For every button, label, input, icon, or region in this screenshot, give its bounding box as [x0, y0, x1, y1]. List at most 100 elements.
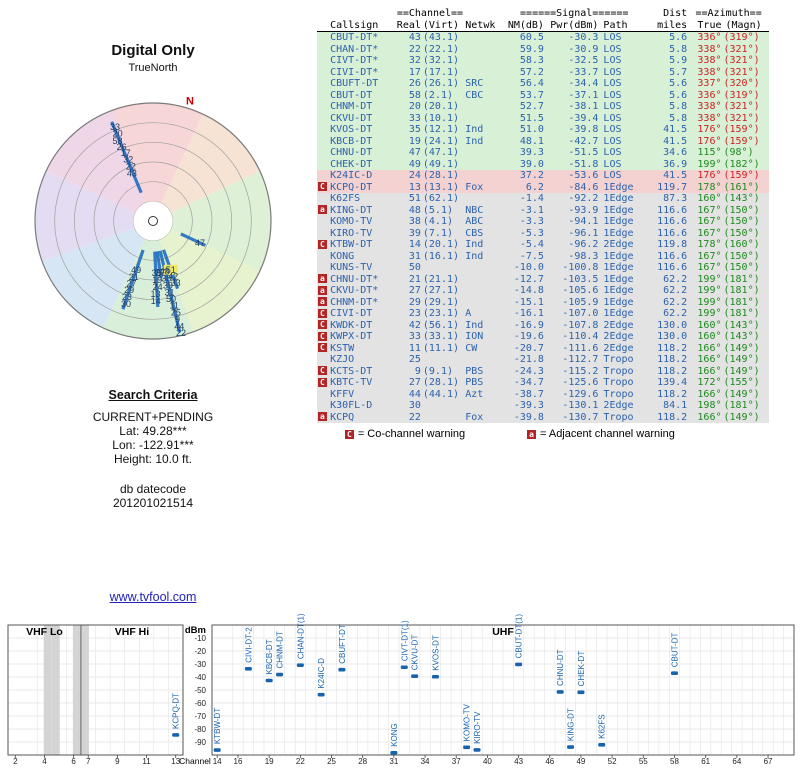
- azimuth-magn-cell: (182°): [723, 158, 760, 170]
- power-dbm-cell: -84.6: [568, 181, 599, 193]
- callsign-link[interactable]: KSTW: [330, 342, 355, 354]
- nm-db-cell: -24.3: [513, 365, 544, 377]
- azimuth-true-cell: 336°: [697, 32, 722, 43]
- table-row: CBUT-DT 58 (2.1) CBC 53.7 -37.1 LOS 5.6 336° (319…: [317, 89, 769, 101]
- signal-station-label: CHAN-DT(1): [296, 614, 305, 659]
- network-cell: Fox: [465, 181, 484, 193]
- callsign-link[interactable]: CBUT-DT*: [330, 32, 379, 43]
- warning-marker-cell: C: [317, 308, 329, 320]
- azimuth-magn-cell: (149°): [723, 388, 760, 400]
- path-cell: 1Edge: [603, 204, 634, 216]
- real-channel-cell: 50: [408, 262, 421, 273]
- callsign-link[interactable]: CIVI-DT*: [330, 66, 379, 78]
- co-channel-warning-badge: C: [318, 239, 327, 249]
- co-channel-warning-badge: C: [318, 320, 327, 329]
- channel-tick-label: 4: [42, 757, 47, 766]
- radar-ring: [93, 161, 213, 281]
- station-table: ==Channel== ======Signal====== Dist ==Az…: [317, 8, 769, 423]
- real-channel-cell: 33: [408, 112, 421, 124]
- distance-miles-cell: 116.6: [657, 216, 688, 227]
- signal-station-label: KCPQ-DT: [172, 693, 181, 729]
- distance-miles-cell: 5.6: [669, 78, 688, 89]
- tvfool-link[interactable]: www.tvfool.com: [109, 590, 197, 604]
- path-cell: LOS: [603, 158, 622, 170]
- magnetic-north-label: N: [186, 95, 194, 107]
- callsign-link[interactable]: KOMO-TV: [330, 216, 373, 227]
- network-cell: PBS: [465, 377, 484, 388]
- callsign-link[interactable]: K24IC-D: [330, 170, 373, 181]
- virtual-channel-cell: (7.1): [422, 227, 453, 239]
- nm-db-cell: -16.1: [513, 308, 544, 319]
- callsign-link[interactable]: CKVU-DT*: [330, 285, 379, 296]
- table-row: C KWPX-DT 33 (33.1) ION -19.6 -110.4 2Edge 130.0…: [317, 331, 769, 343]
- callsign-link[interactable]: CIVT-DT*: [330, 55, 379, 66]
- azimuth-magn-cell: (155°): [723, 377, 760, 388]
- callsign-link[interactable]: CHNU-DT: [330, 147, 373, 158]
- path-cell: 2Edge: [603, 400, 634, 411]
- station-table-body: CBUT-DT* 43 (43.1) 60.5 -30.3 LOS 5.6 336° (319°…: [317, 31, 769, 423]
- warning-marker-cell: C: [317, 377, 329, 389]
- network-cell: [464, 113, 502, 125]
- callsign-link[interactable]: KVOS-DT: [330, 124, 373, 135]
- real-channel-cell: 48: [408, 204, 421, 216]
- callsign-link[interactable]: KONG: [330, 250, 355, 262]
- real-channel-cell: 49: [408, 158, 421, 170]
- callsign-link[interactable]: CKVU-DT: [330, 112, 373, 124]
- callsign-link[interactable]: KBTC-TV: [330, 377, 373, 388]
- nm-db-cell: -7.5: [519, 250, 544, 262]
- callsign-link[interactable]: KCPQ: [330, 411, 355, 423]
- azimuth-magn-cell: (150°): [723, 227, 760, 239]
- search-criteria: Search Criteria CURRENT+PENDING Lat: 49.…: [50, 388, 256, 510]
- callsign-link[interactable]: CHNM-DT: [330, 101, 373, 112]
- co-channel-text: = Co-channel warning: [357, 428, 466, 440]
- virtual-channel-cell: (49.1): [422, 158, 460, 170]
- network-cell: Fox: [465, 411, 484, 423]
- callsign-link[interactable]: KBCB-DT: [330, 135, 373, 147]
- callsign-link[interactable]: KUNS-TV: [330, 262, 373, 273]
- real-channel-cell: 51: [408, 193, 421, 204]
- callsign-link[interactable]: CBUFT-DT: [330, 78, 379, 89]
- callsign-link[interactable]: KCPQ-DT: [330, 181, 373, 193]
- callsign-link[interactable]: KING-DT: [330, 204, 373, 216]
- callsign-link[interactable]: CHAN-DT*: [330, 43, 379, 55]
- callsign-link[interactable]: KCTS-DT: [330, 365, 373, 377]
- callsign-link[interactable]: K30FL-D: [330, 400, 373, 411]
- distance-miles-cell: 118.2: [657, 411, 688, 423]
- callsign-link[interactable]: CBUT-DT: [330, 89, 373, 101]
- callsign-link[interactable]: KIRO-TV: [330, 227, 373, 239]
- distance-miles-cell: 116.6: [657, 250, 688, 262]
- radar-channel-label: 27: [126, 278, 136, 288]
- callsign-link[interactable]: KZJO: [330, 354, 355, 365]
- real-channel-cell: 9: [414, 365, 421, 377]
- table-row: KUNS-TV 50 -10.0 -100.8 1Edge 116.6 167° (150°): [317, 262, 769, 274]
- callsign-link[interactable]: CHNM-DT*: [330, 296, 379, 308]
- azimuth-true-cell: 166°: [697, 388, 722, 400]
- callsign-link[interactable]: KFFV: [330, 388, 355, 400]
- channel-tick-label: 16: [234, 757, 243, 766]
- path-cell: 1Edge: [603, 273, 634, 285]
- nm-db-cell: 58.3: [519, 55, 544, 66]
- azimuth-magn-cell: (181°): [723, 296, 760, 308]
- signal-level-dash: [567, 745, 575, 749]
- power-dbm-cell: -129.6: [562, 388, 599, 400]
- signal-level-dash: [265, 678, 273, 683]
- power-dbm-cell: -111.6: [562, 342, 599, 354]
- virtual-channel-cell: (43.1): [422, 32, 460, 43]
- table-row: C KSTW 11 (11.1) CW -20.7 -111.6 2Edge 118.2 166°…: [317, 342, 769, 354]
- callsign-link[interactable]: K62FS: [330, 193, 361, 204]
- real-channel-cell: 29: [408, 296, 421, 308]
- signal-level-dash: [276, 672, 284, 677]
- signal-level-dash: [598, 743, 606, 747]
- table-row: C KCPQ-DT 13 (13.1) Fox 6.2 -84.6 1Edge 119.7 178…: [317, 181, 769, 193]
- distance-miles-cell: 139.4: [657, 377, 688, 388]
- signal-level-dash: [400, 665, 408, 670]
- col-nm: NM(dB): [502, 19, 545, 32]
- callsign-link[interactable]: CHNU-DT*: [330, 273, 379, 285]
- callsign-link[interactable]: CHEK-DT: [330, 158, 373, 170]
- callsign-link[interactable]: KTBW-DT: [330, 239, 373, 250]
- callsign-link[interactable]: KWDK-DT: [330, 319, 373, 331]
- callsign-link[interactable]: CIVI-DT: [330, 308, 373, 319]
- callsign-link[interactable]: KWPX-DT: [330, 331, 373, 342]
- signal-station-label: KOMO-TV: [463, 703, 472, 741]
